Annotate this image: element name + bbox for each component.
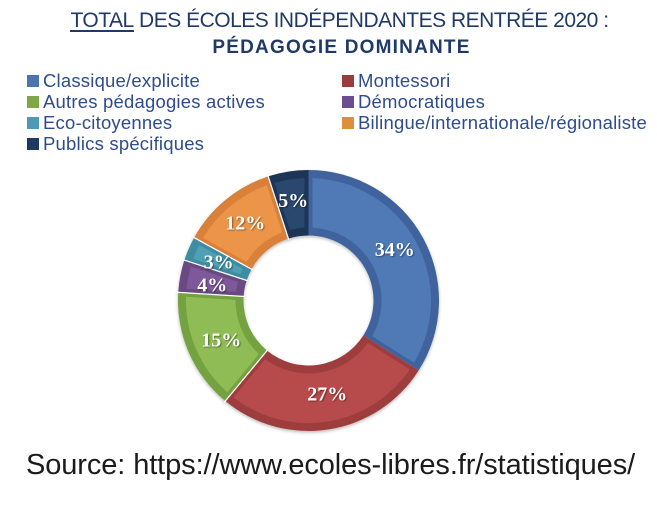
svg-text:5%: 5% [278, 190, 308, 212]
svg-text:15%: 15% [201, 329, 241, 351]
svg-text:3%: 3% [204, 252, 234, 274]
svg-text:34%: 34% [375, 239, 415, 261]
svg-text:12%: 12% [225, 212, 265, 234]
svg-text:4%: 4% [197, 275, 227, 297]
svg-text:27%: 27% [307, 384, 347, 406]
